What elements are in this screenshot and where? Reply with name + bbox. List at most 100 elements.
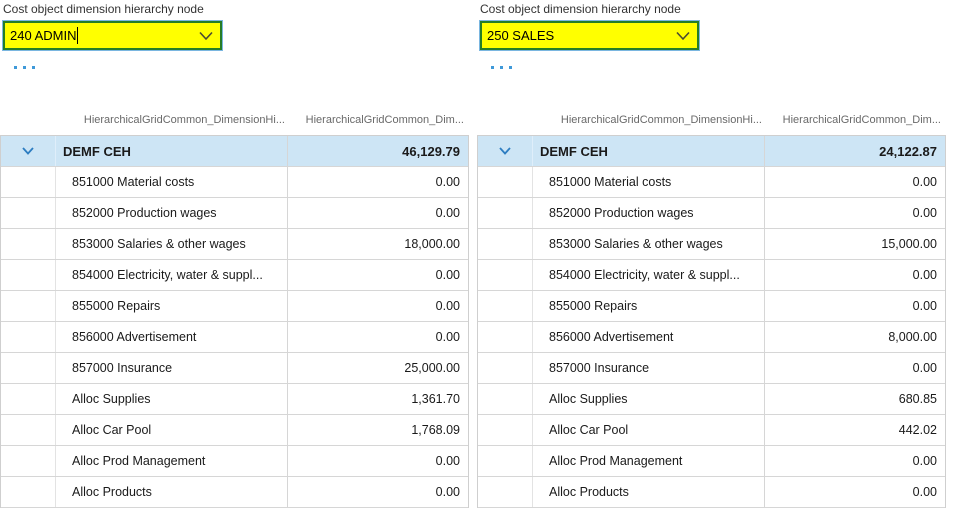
amount-cell[interactable]: 0.00 <box>764 477 945 507</box>
expand-cell[interactable] <box>478 136 533 166</box>
dimension-name-cell[interactable]: Alloc Prod Management <box>533 446 764 476</box>
expand-cell[interactable] <box>1 291 56 321</box>
expand-cell[interactable] <box>478 198 533 228</box>
expand-cell[interactable] <box>1 322 56 352</box>
dimension-name-cell[interactable]: Alloc Prod Management <box>56 446 287 476</box>
dimension-name-cell[interactable]: 851000 Material costs <box>533 167 764 197</box>
grid-row[interactable]: 851000 Material costs 0.00 <box>478 167 945 198</box>
dimension-name-cell[interactable]: 856000 Advertisement <box>56 322 287 352</box>
column-header-dimension-hierarchy[interactable]: HierarchicalGridCommon_DimensionHi... <box>83 114 285 126</box>
dimension-name-cell[interactable]: 852000 Production wages <box>533 198 764 228</box>
expand-cell[interactable] <box>1 167 56 197</box>
amount-cell[interactable]: 0.00 <box>287 446 468 476</box>
amount-cell[interactable]: 0.00 <box>764 198 945 228</box>
dimension-name-cell[interactable]: Alloc Supplies <box>56 384 287 414</box>
dimension-name-cell[interactable]: 852000 Production wages <box>56 198 287 228</box>
expand-cell[interactable] <box>478 477 533 507</box>
expand-cell[interactable] <box>1 260 56 290</box>
amount-cell[interactable]: 1,768.09 <box>287 415 468 445</box>
column-header-dimension-value[interactable]: HierarchicalGridCommon_Dim... <box>305 114 464 126</box>
expand-cell[interactable] <box>478 353 533 383</box>
amount-cell[interactable]: 0.00 <box>287 198 468 228</box>
chevron-down-icon[interactable] <box>676 31 690 40</box>
grid-row[interactable]: Alloc Supplies 1,361.70 <box>1 384 468 415</box>
amount-cell[interactable]: 0.00 <box>764 167 945 197</box>
amount-cell[interactable]: 8,000.00 <box>764 322 945 352</box>
grid-row[interactable]: 857000 Insurance 25,000.00 <box>1 353 468 384</box>
expand-cell[interactable] <box>478 291 533 321</box>
dimension-name-cell[interactable]: DEMF CEH <box>56 136 287 166</box>
expand-cell[interactable] <box>1 415 56 445</box>
expand-chevron-icon[interactable] <box>499 147 511 155</box>
grid-row[interactable]: Alloc Products 0.00 <box>1 477 468 508</box>
expand-cell[interactable] <box>1 384 56 414</box>
amount-cell[interactable]: 0.00 <box>764 446 945 476</box>
amount-cell[interactable]: 0.00 <box>764 291 945 321</box>
grid-row[interactable]: 856000 Advertisement 8,000.00 <box>478 322 945 353</box>
amount-cell[interactable]: 25,000.00 <box>287 353 468 383</box>
expand-cell[interactable] <box>478 384 533 414</box>
expand-cell[interactable] <box>1 136 56 166</box>
expand-cell[interactable] <box>478 229 533 259</box>
amount-cell[interactable]: 0.00 <box>287 291 468 321</box>
amount-cell[interactable]: 15,000.00 <box>764 229 945 259</box>
grid-row[interactable]: 856000 Advertisement 0.00 <box>1 322 468 353</box>
dimension-name-cell[interactable]: 854000 Electricity, water & suppl... <box>533 260 764 290</box>
amount-cell[interactable]: 0.00 <box>287 260 468 290</box>
grid-row[interactable]: 854000 Electricity, water & suppl... 0.0… <box>478 260 945 291</box>
dimension-name-cell[interactable]: 857000 Insurance <box>533 353 764 383</box>
amount-cell[interactable]: 0.00 <box>764 260 945 290</box>
dimension-name-cell[interactable]: Alloc Supplies <box>533 384 764 414</box>
chevron-down-icon[interactable] <box>199 31 213 40</box>
amount-cell[interactable]: 0.00 <box>287 322 468 352</box>
dimension-name-cell[interactable]: DEMF CEH <box>533 136 764 166</box>
grid-row[interactable]: Alloc Supplies 680.85 <box>478 384 945 415</box>
grid-row[interactable]: 851000 Material costs 0.00 <box>1 167 468 198</box>
column-header-dimension-hierarchy[interactable]: HierarchicalGridCommon_DimensionHi... <box>560 114 762 126</box>
dimension-name-cell[interactable]: Alloc Products <box>56 477 287 507</box>
amount-cell[interactable]: 18,000.00 <box>287 229 468 259</box>
amount-cell[interactable]: 680.85 <box>764 384 945 414</box>
dimension-name-cell[interactable]: Alloc Car Pool <box>56 415 287 445</box>
amount-cell[interactable]: 442.02 <box>764 415 945 445</box>
grid-row[interactable]: DEMF CEH 46,129.79 <box>1 136 468 167</box>
dimension-name-cell[interactable]: 856000 Advertisement <box>533 322 764 352</box>
expand-cell[interactable] <box>478 322 533 352</box>
grid-row[interactable]: 853000 Salaries & other wages 18,000.00 <box>1 229 468 260</box>
dimension-name-cell[interactable]: Alloc Car Pool <box>533 415 764 445</box>
dimension-name-cell[interactable]: 853000 Salaries & other wages <box>533 229 764 259</box>
more-options-button[interactable] <box>489 64 514 71</box>
amount-cell[interactable]: 24,122.87 <box>764 136 945 166</box>
hierarchy-node-combobox[interactable]: 250 SALES <box>479 20 700 51</box>
amount-cell[interactable]: 46,129.79 <box>287 136 468 166</box>
grid-row[interactable]: 853000 Salaries & other wages 15,000.00 <box>478 229 945 260</box>
grid-row[interactable]: Alloc Prod Management 0.00 <box>478 446 945 477</box>
amount-cell[interactable]: 0.00 <box>764 353 945 383</box>
grid-row[interactable]: Alloc Car Pool 442.02 <box>478 415 945 446</box>
grid-row[interactable]: 855000 Repairs 0.00 <box>478 291 945 322</box>
expand-cell[interactable] <box>478 167 533 197</box>
expand-cell[interactable] <box>1 477 56 507</box>
column-header-dimension-value[interactable]: HierarchicalGridCommon_Dim... <box>782 114 941 126</box>
dimension-name-cell[interactable]: 855000 Repairs <box>56 291 287 321</box>
grid-row[interactable]: 854000 Electricity, water & suppl... 0.0… <box>1 260 468 291</box>
grid-row[interactable]: 852000 Production wages 0.00 <box>1 198 468 229</box>
expand-cell[interactable] <box>478 415 533 445</box>
expand-cell[interactable] <box>1 229 56 259</box>
dimension-name-cell[interactable]: 851000 Material costs <box>56 167 287 197</box>
dimension-name-cell[interactable]: 855000 Repairs <box>533 291 764 321</box>
expand-cell[interactable] <box>1 446 56 476</box>
more-options-button[interactable] <box>12 64 37 71</box>
dimension-name-cell[interactable]: 853000 Salaries & other wages <box>56 229 287 259</box>
amount-cell[interactable]: 0.00 <box>287 477 468 507</box>
dimension-name-cell[interactable]: 857000 Insurance <box>56 353 287 383</box>
grid-row[interactable]: 855000 Repairs 0.00 <box>1 291 468 322</box>
expand-cell[interactable] <box>478 446 533 476</box>
expand-chevron-icon[interactable] <box>22 147 34 155</box>
grid-row[interactable]: Alloc Car Pool 1,768.09 <box>1 415 468 446</box>
amount-cell[interactable]: 0.00 <box>287 167 468 197</box>
expand-cell[interactable] <box>1 198 56 228</box>
hierarchy-node-combobox[interactable]: 240 ADMIN <box>2 20 223 51</box>
grid-row[interactable]: 857000 Insurance 0.00 <box>478 353 945 384</box>
grid-row[interactable]: Alloc Prod Management 0.00 <box>1 446 468 477</box>
